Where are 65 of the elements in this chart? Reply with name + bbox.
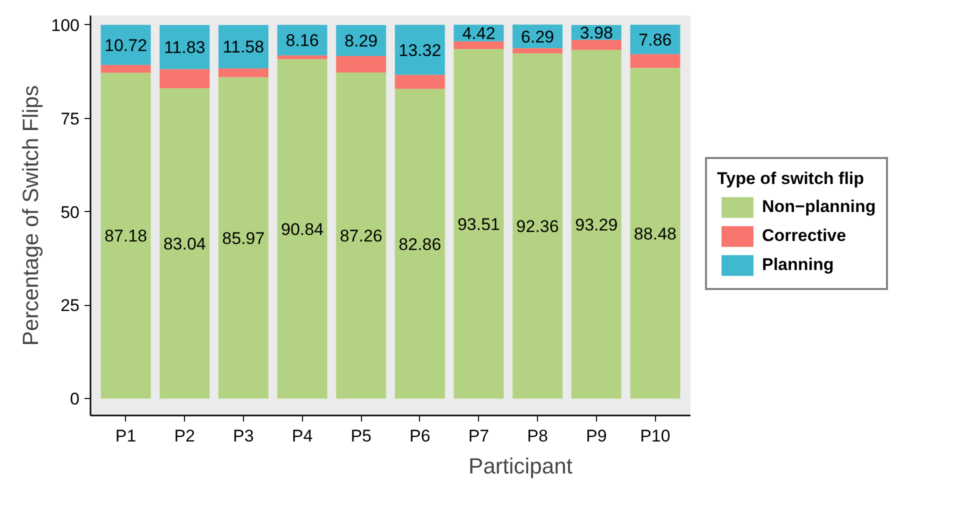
bar <box>277 55 328 60</box>
y-tick-label: 100 <box>51 16 80 35</box>
x-axis-title: Participant <box>468 454 572 478</box>
data-label: 7.86 <box>638 30 672 50</box>
bar <box>100 64 151 73</box>
bar <box>336 56 386 72</box>
legend-label: Planning <box>762 255 834 275</box>
bar <box>454 41 504 50</box>
y-tick-label: 75 <box>60 109 80 128</box>
x-tick-label: P9 <box>586 426 607 446</box>
bar <box>630 68 680 399</box>
bar <box>394 88 445 399</box>
bar <box>160 69 210 88</box>
legend-title: Type of switch flip <box>717 169 866 189</box>
y-tick-label: 25 <box>60 296 80 316</box>
bar <box>218 77 268 399</box>
bar <box>160 24 210 70</box>
data-label: 8.16 <box>286 31 319 50</box>
data-label: 3.98 <box>580 23 613 42</box>
data-label: 13.32 <box>398 40 442 60</box>
bar <box>160 88 210 399</box>
bar <box>630 54 680 68</box>
bar <box>454 49 504 399</box>
data-label: 82.86 <box>398 234 442 254</box>
bar <box>277 59 328 399</box>
bar <box>512 53 563 399</box>
bar <box>394 24 445 75</box>
bar <box>218 68 268 78</box>
data-label: 93.29 <box>575 215 618 234</box>
bar <box>512 48 563 54</box>
legend-label: Corrective <box>762 226 846 246</box>
data-label: 87.18 <box>104 226 148 246</box>
data-label: 10.72 <box>104 36 148 55</box>
data-label: 87.26 <box>340 226 382 246</box>
data-label: 11.83 <box>164 38 206 58</box>
x-tick-label: P8 <box>527 426 548 446</box>
bar <box>218 25 268 68</box>
x-tick-label: P10 <box>640 426 670 446</box>
bar <box>336 72 386 399</box>
data-label: 8.29 <box>344 32 378 51</box>
x-tick-label: P6 <box>410 426 430 446</box>
x-tick-label: P4 <box>292 426 313 446</box>
data-label: 83.04 <box>163 234 206 254</box>
x-tick-label: P3 <box>233 426 254 446</box>
data-label: 93.51 <box>457 214 500 234</box>
data-label: 90.84 <box>280 220 324 239</box>
y-tick-label: 0 <box>70 390 80 409</box>
x-tick-label: P5 <box>350 426 372 446</box>
x-tick-label: P2 <box>174 426 196 446</box>
data-label: 85.97 <box>222 228 265 248</box>
legend-label: Non−planning <box>762 197 876 217</box>
data-label: 92.36 <box>516 217 559 236</box>
data-label: 4.42 <box>462 24 496 43</box>
data-label: 88.48 <box>634 224 676 244</box>
data-label: 11.58 <box>222 38 264 57</box>
bar <box>571 40 622 50</box>
y-tick-label: 50 <box>60 202 80 222</box>
data-label: 6.29 <box>521 27 554 46</box>
x-tick-label: P1 <box>115 426 136 446</box>
bar <box>100 24 151 65</box>
bar <box>571 50 622 399</box>
bar <box>100 72 151 399</box>
bar <box>394 74 445 89</box>
x-tick-label: P7 <box>468 426 490 446</box>
y-axis-title: Percentage of Switch Flips <box>18 85 44 346</box>
